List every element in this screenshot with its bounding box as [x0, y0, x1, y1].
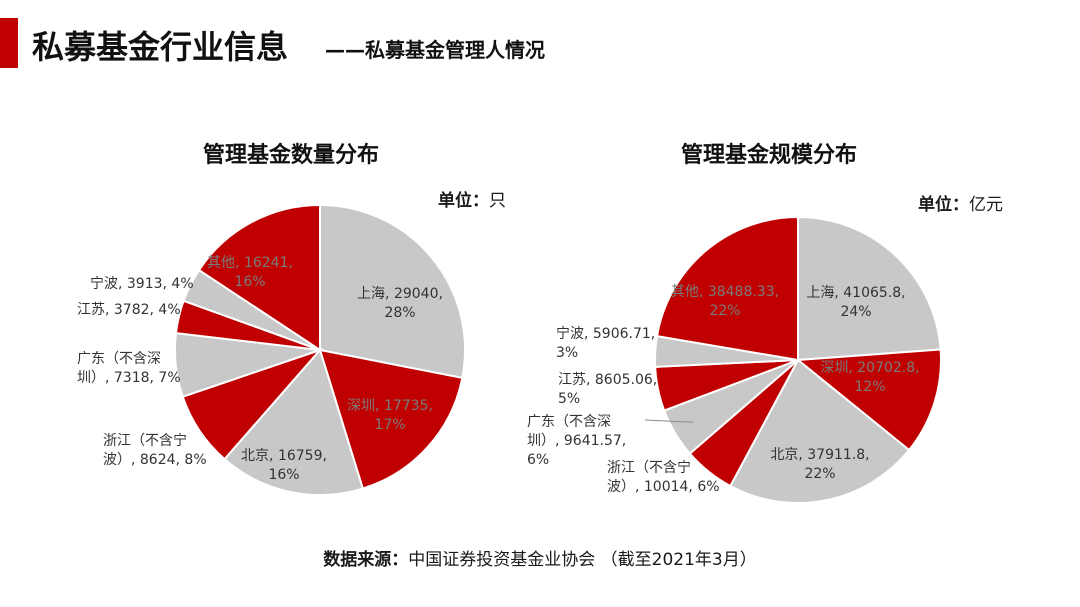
leader-line-4 — [644, 419, 694, 423]
page-title: 私募基金行业信息 — [32, 28, 289, 66]
pie-data-label-0: 上海, 41065.8, 24% — [806, 285, 905, 320]
unit-label-count: 单位：只 — [438, 186, 506, 211]
pie-slice-7 — [197, 203, 321, 352]
pie-slice-1 — [318, 348, 464, 490]
pie-data-label-3: 浙江（不含宁波）, 10014, 6% — [607, 459, 720, 495]
pie-chart-fund-scale: 上海, 41065.8, 24% 深圳, 20702.8, 12% 北京, 37911.… — [527, 215, 942, 504]
pie-data-label-6: 宁波, 5906.71, 3% — [556, 325, 655, 361]
pie-data-label-3: 浙江（不含宁波）, 8624, 8% — [103, 432, 207, 468]
pie-chart-fund-count: 上海, 29040, 28% 深圳, 17735, 17% 北京, 16759, 16% 浙… — [77, 203, 466, 496]
source-label: 数据来源： — [323, 550, 409, 570]
unit-label: 单位： — [918, 195, 969, 215]
pie-data-label-2: 北京, 37911.8, 22% — [770, 447, 869, 482]
pie-data-label-5: 江苏, 3782, 4% — [77, 302, 181, 318]
pie-data-label-1: 深圳, 17735, 17% — [347, 398, 433, 433]
pie-data-label-7: 其他, 16241, 16% — [207, 255, 293, 290]
unit-value: 只 — [489, 191, 506, 211]
chart-title-scale: 管理基金规模分布 — [681, 143, 858, 168]
pie-slice-0 — [319, 203, 466, 380]
pie-data-label-7: 其他, 38488.33, 22% — [671, 284, 779, 319]
pie-slice-2 — [223, 347, 365, 496]
pie-slice-1 — [795, 348, 942, 452]
pie-data-label-1: 深圳, 20702.8, 12% — [820, 360, 919, 395]
pie-slice-0 — [797, 215, 942, 362]
pie-slice-7 — [655, 215, 799, 362]
pie-data-label-4: 广东（不含深圳）, 9641.57, 6% — [527, 414, 626, 468]
pie-data-label-0: 上海, 29040, 28% — [357, 286, 443, 321]
unit-label-scale: 单位：亿元 — [918, 190, 1003, 215]
pie-data-label-6: 宁波, 3913, 4% — [90, 275, 194, 292]
chart-title-count: 管理基金数量分布 — [203, 143, 380, 168]
title-accent-bar — [0, 18, 18, 68]
data-source-footer: 数据来源：中国证券投资基金业协会 （截至2021年3月） — [0, 545, 1080, 570]
pie-data-label-2: 北京, 16759, 16% — [241, 448, 327, 483]
source-text: 中国证券投资基金业协会 （截至2021年3月） — [408, 550, 757, 570]
pie-data-label-5: 江苏, 8605.06, 5% — [558, 372, 657, 407]
page-subtitle: ——私募基金管理人情况 — [325, 38, 545, 62]
unit-value: 亿元 — [969, 195, 1003, 215]
pie-slice-2 — [729, 358, 911, 504]
pie-data-label-4: 广东（不含深圳）, 7318, 7% — [77, 351, 181, 386]
unit-label: 单位： — [438, 191, 489, 211]
